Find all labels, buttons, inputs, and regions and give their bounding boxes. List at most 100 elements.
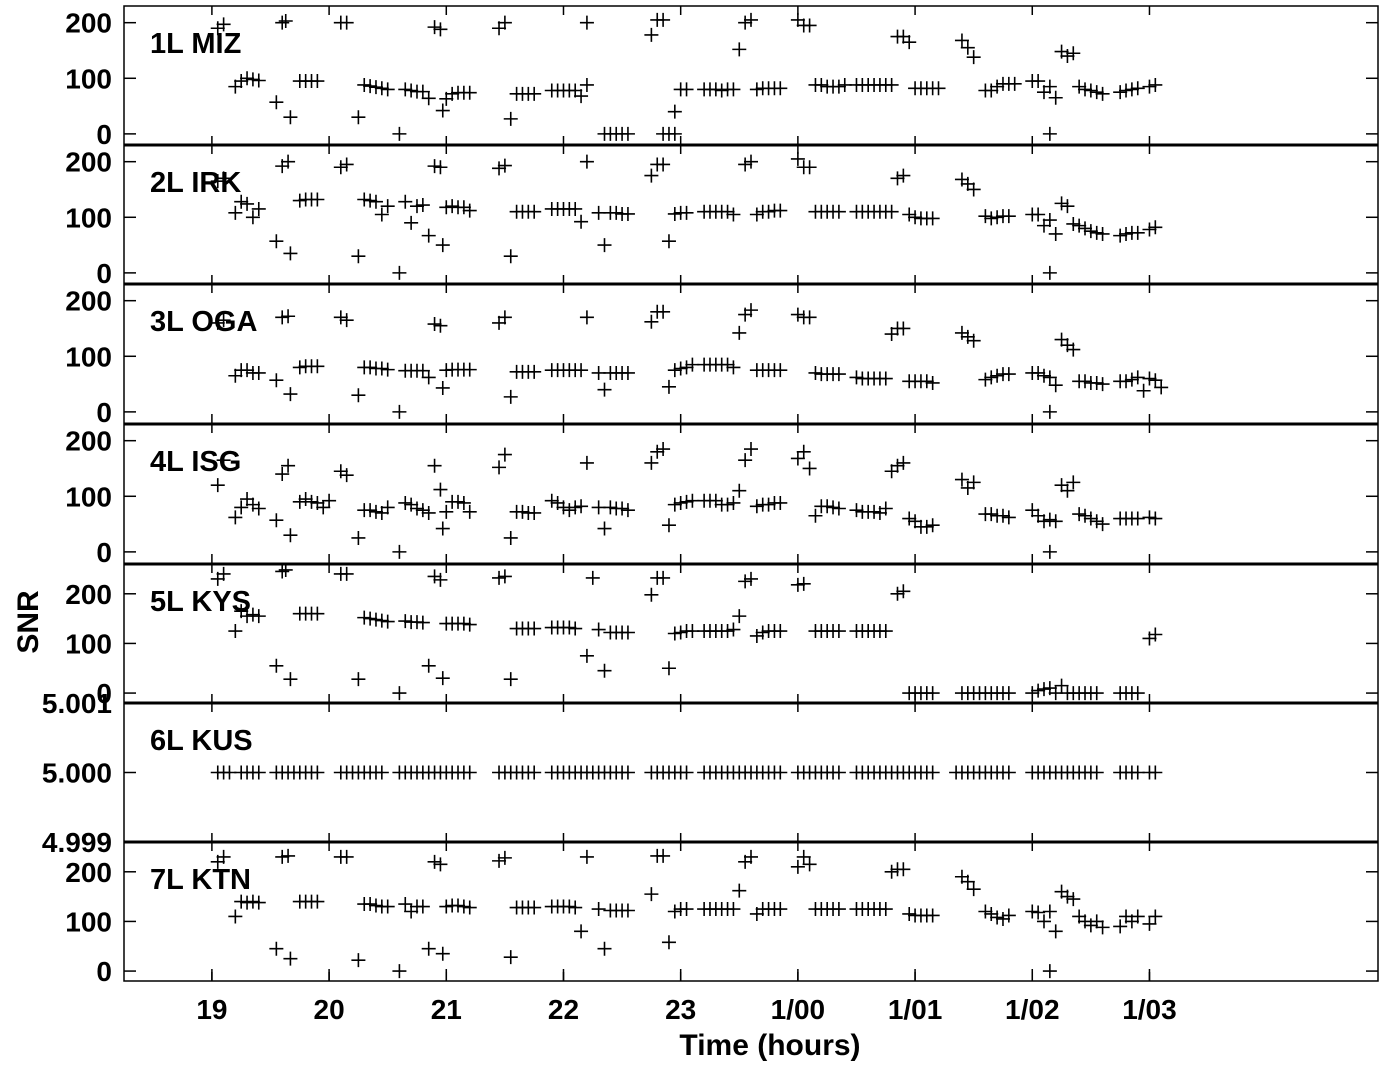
data-point	[960, 176, 975, 191]
data-point	[925, 765, 940, 780]
y-tick-label: 0	[96, 119, 112, 150]
data-point	[1001, 765, 1016, 780]
data-point	[661, 935, 676, 950]
data-point	[451, 898, 466, 913]
data-point	[661, 234, 676, 249]
data-point	[925, 211, 940, 226]
data-point	[720, 204, 735, 219]
y-tick-label: 100	[65, 906, 112, 937]
data-point	[579, 310, 594, 325]
data-point	[398, 614, 413, 629]
data-point	[644, 168, 659, 183]
data-point	[210, 315, 225, 330]
data-point	[990, 210, 1005, 225]
data-point	[1042, 213, 1057, 228]
data-point	[351, 110, 366, 125]
y-tick-label: 200	[65, 579, 112, 610]
data-point	[679, 82, 694, 97]
data-point	[773, 765, 788, 780]
x-tick-label: 19	[196, 994, 227, 1025]
data-point	[1001, 510, 1016, 525]
data-point	[228, 510, 243, 525]
data-point	[374, 81, 389, 96]
data-point	[1042, 964, 1057, 979]
data-point	[492, 21, 507, 36]
data-point	[620, 765, 635, 780]
data-point	[251, 73, 266, 88]
data-point	[1142, 79, 1157, 94]
data-point	[1031, 905, 1046, 920]
data-point	[878, 371, 893, 386]
data-point	[439, 899, 454, 914]
y-tick-label: 100	[65, 202, 112, 233]
data-point	[1042, 370, 1057, 385]
data-point	[878, 624, 893, 639]
data-point	[568, 201, 583, 216]
data-point	[398, 897, 413, 912]
data-point	[1031, 508, 1046, 523]
data-point	[574, 214, 589, 229]
data-point	[462, 617, 477, 632]
data-point	[661, 661, 676, 676]
data-point	[1066, 342, 1081, 357]
y-tick-label: 0	[96, 956, 112, 987]
data-point	[562, 503, 577, 518]
data-point	[421, 91, 436, 106]
data-point	[667, 126, 682, 141]
data-point	[609, 205, 624, 220]
data-point	[435, 238, 450, 253]
data-point	[281, 848, 296, 863]
data-point	[884, 77, 899, 92]
data-point	[978, 209, 993, 224]
data-point	[503, 249, 518, 264]
data-point	[1078, 374, 1093, 389]
data-point	[954, 472, 969, 487]
data-point	[837, 77, 852, 92]
y-tick-label: 100	[65, 63, 112, 94]
data-point	[1130, 765, 1145, 780]
x-tick-label: 1/03	[1122, 994, 1177, 1025]
data-point	[409, 199, 424, 214]
data-point	[1060, 199, 1075, 214]
data-point	[908, 514, 923, 529]
data-point	[392, 686, 407, 701]
data-point	[283, 528, 298, 543]
data-point	[240, 71, 255, 86]
data-point	[404, 215, 419, 230]
data-point	[427, 159, 442, 174]
data-point	[503, 389, 518, 404]
data-point	[503, 111, 518, 126]
data-point	[333, 310, 348, 325]
data-point	[615, 501, 630, 516]
data-point	[1066, 216, 1081, 231]
data-point	[392, 265, 407, 280]
data-point	[620, 903, 635, 918]
data-point	[322, 493, 337, 508]
data-point	[234, 194, 249, 209]
data-point	[714, 83, 729, 98]
data-point	[790, 577, 805, 592]
data-point	[357, 77, 372, 92]
data-point	[667, 904, 682, 919]
data-point	[1072, 218, 1087, 233]
data-point	[966, 475, 981, 490]
data-point	[1130, 686, 1145, 701]
data-point	[368, 194, 383, 209]
data-point	[310, 765, 325, 780]
data-point	[597, 941, 612, 956]
data-point	[216, 453, 231, 468]
data-point	[738, 574, 753, 589]
data-point	[1036, 85, 1051, 100]
data-point	[990, 368, 1005, 383]
data-point	[1089, 765, 1104, 780]
data-point	[884, 464, 899, 479]
data-point	[679, 205, 694, 220]
data-point	[240, 196, 255, 211]
data-point	[527, 204, 542, 219]
panel-label: 7L KTN	[150, 864, 251, 896]
data-point	[492, 570, 507, 585]
data-point	[392, 964, 407, 979]
data-point	[820, 499, 835, 514]
data-point	[283, 672, 298, 687]
